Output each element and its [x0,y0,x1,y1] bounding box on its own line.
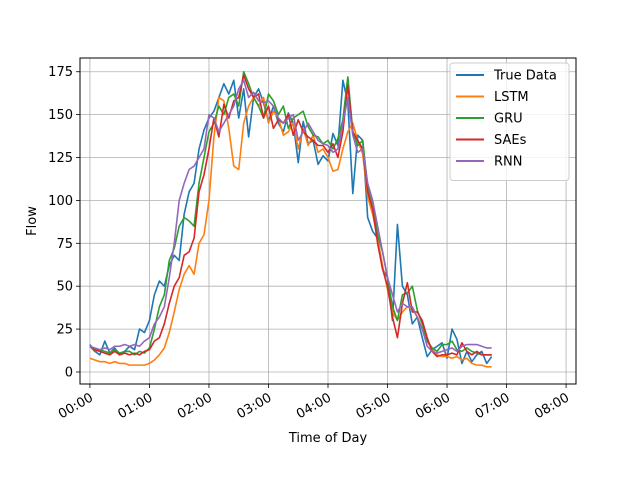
x-tick-label: 05:00 [354,390,394,422]
x-tick-label: 04:00 [294,390,334,422]
x-tick-label: 06:00 [413,390,453,422]
x-tick-label: 07:00 [473,390,513,422]
y-axis-ticks: 0 25 50 75 100 125 150 175 [48,65,80,380]
y-tick-label: 125 [48,151,73,166]
y-tick-label: 175 [48,65,73,80]
x-axis-label: Time of Day [288,431,368,446]
legend: True Data LSTM GRU SAEs RNN [449,62,570,181]
y-tick-label: 0 [65,365,73,380]
legend-entry: True Data [493,69,557,84]
legend-entry: LSTM [494,90,529,105]
series-line-saes [89,74,492,358]
y-tick-label: 50 [56,280,73,295]
y-tick-label: 100 [48,194,73,209]
legend-entry: RNN [494,155,522,170]
x-tick-label: 08:00 [532,390,572,422]
y-axis-label: Flow [25,206,40,236]
series-line-rnn [89,79,492,354]
series-lines [89,70,493,368]
x-tick-label: 03:00 [235,390,275,422]
y-tick-label: 25 [56,323,73,338]
x-axis-ticks: 00:00 01:00 02:00 03:00 04:00 05:00 06:00 07:00… [56,384,572,422]
x-tick-label: 01:00 [115,390,155,422]
legend-entry: SAEs [494,133,527,148]
y-tick-label: 75 [56,237,73,252]
series-line-gru [89,70,492,356]
y-tick-label: 150 [48,108,73,123]
legend-entry: GRU [494,112,523,127]
series-line-lstm [89,96,492,368]
x-tick-label: 00:00 [56,390,96,422]
series-line-true-data [89,79,493,365]
x-tick-label: 02:00 [175,390,215,422]
legend-box [449,62,570,181]
